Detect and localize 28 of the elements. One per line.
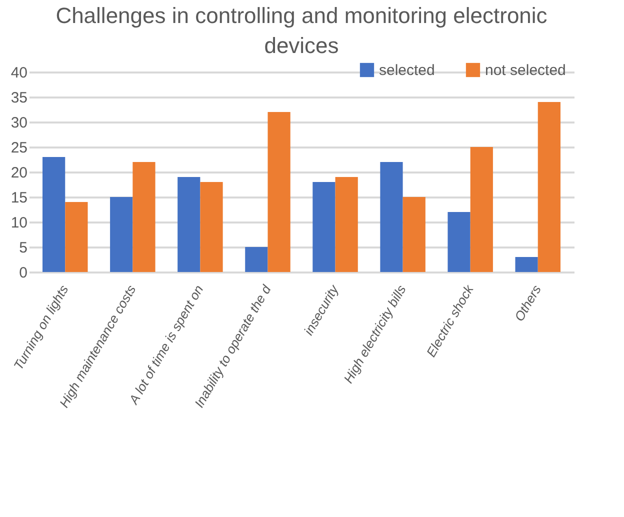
- bar: [200, 182, 223, 272]
- bar: [178, 177, 200, 272]
- bar: [380, 162, 403, 272]
- bar: [470, 147, 493, 272]
- bar: [110, 197, 133, 272]
- chart-title: Challenges in controlling and monitoring electronic devices: [56, 3, 548, 58]
- bar: [132, 162, 156, 272]
- bar: [402, 197, 426, 272]
- y-tick-label: 20: [10, 164, 28, 182]
- bar: [448, 212, 470, 272]
- y-tick-label: 35: [10, 90, 28, 106]
- legend-label: not selected: [485, 62, 566, 79]
- bar: [538, 102, 560, 272]
- y-tick-label: 5: [19, 240, 28, 256]
- y-tick-label: 10: [10, 214, 28, 232]
- bar: [515, 257, 538, 272]
- bar: [42, 157, 66, 272]
- y-tick-label: 40: [10, 64, 28, 82]
- bar: [65, 202, 88, 272]
- y-tick-label: 25: [10, 140, 28, 156]
- y-tick-label: 0: [19, 264, 28, 282]
- bar: [245, 247, 268, 272]
- bar: [335, 177, 358, 272]
- bar: [268, 112, 290, 272]
- y-tick-label: 15: [10, 190, 28, 206]
- bar: [312, 182, 336, 272]
- legend-label: selected: [379, 62, 435, 79]
- y-tick-label: 30: [10, 114, 28, 132]
